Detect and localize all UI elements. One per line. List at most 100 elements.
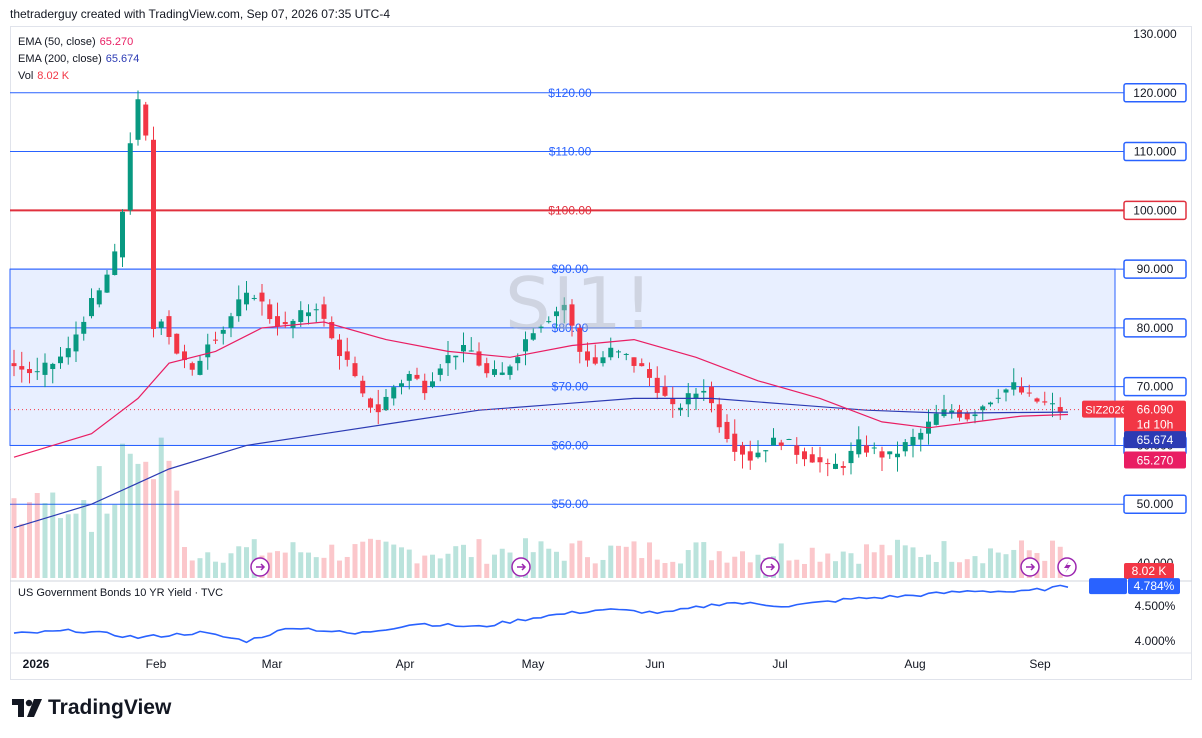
ema200-line bbox=[13, 397, 1069, 529]
y-tick-50: 50.000 bbox=[1137, 497, 1174, 511]
volume-bar bbox=[802, 563, 807, 578]
volume-bar bbox=[329, 544, 335, 578]
x-tick-Sep: Sep bbox=[1029, 657, 1051, 671]
candle-body bbox=[468, 350, 474, 352]
candle-body bbox=[871, 447, 877, 449]
x-tick-2026: 2026 bbox=[23, 657, 50, 671]
volume-bar bbox=[685, 550, 691, 578]
candle-body bbox=[856, 439, 862, 455]
legend-volume[interactable]: Vol 8.02 K bbox=[18, 68, 139, 85]
volume-bar bbox=[647, 542, 652, 578]
candle-body bbox=[375, 404, 381, 413]
volume-bar bbox=[933, 561, 939, 578]
candle-body bbox=[918, 432, 924, 440]
x-tick-May: May bbox=[522, 657, 545, 671]
candle-body bbox=[1042, 401, 1048, 403]
candle-body bbox=[344, 351, 350, 360]
candle-body bbox=[662, 386, 668, 396]
legend-ema200[interactable]: EMA (200, close) 65.674 bbox=[18, 51, 139, 68]
volume-bar bbox=[445, 553, 451, 578]
volume-bar bbox=[298, 552, 304, 578]
candle-body bbox=[887, 451, 893, 455]
price-badge-bg bbox=[1124, 400, 1186, 433]
axis-badge-70 bbox=[1123, 376, 1187, 397]
candle-body bbox=[27, 369, 32, 374]
candle-body bbox=[802, 451, 807, 460]
volume-bar bbox=[623, 546, 629, 578]
tradingview-logo[interactable]: TradingView bbox=[12, 696, 171, 720]
candle-body bbox=[980, 406, 986, 411]
y-tick-100: 100.000 bbox=[1133, 203, 1177, 217]
volume-bar bbox=[321, 557, 327, 578]
candle-body bbox=[484, 363, 490, 374]
x-tick-Mar: Mar bbox=[262, 657, 283, 671]
candle-body bbox=[19, 366, 25, 370]
symbol-watermark: SI1! bbox=[505, 262, 655, 346]
volume-bar bbox=[468, 557, 474, 578]
candle-body bbox=[96, 290, 102, 305]
volume-bar bbox=[422, 555, 428, 578]
volume-bar bbox=[833, 561, 838, 578]
candle-body bbox=[623, 353, 629, 355]
volume-bar bbox=[577, 540, 583, 578]
volume-bar bbox=[608, 545, 614, 578]
volume-bar bbox=[42, 503, 48, 578]
tradingview-logo-text: TradingView bbox=[48, 696, 172, 719]
x-tick-Jun: Jun bbox=[645, 657, 664, 671]
y-tick-90: 90.000 bbox=[1137, 262, 1174, 276]
volume-bar bbox=[151, 479, 156, 578]
volume-bar bbox=[290, 542, 296, 578]
candle-body bbox=[616, 351, 621, 353]
candle-body bbox=[406, 374, 412, 381]
candle-body bbox=[182, 351, 187, 361]
candle-body bbox=[569, 304, 575, 326]
level-label-110: $110.00 bbox=[549, 145, 592, 159]
volume-bar bbox=[220, 562, 226, 578]
ema200-badge: 65.674 bbox=[1137, 433, 1174, 447]
legend-ema50-label: EMA (50, close) bbox=[18, 36, 96, 48]
volume-bar bbox=[592, 563, 598, 578]
volume-bar bbox=[228, 553, 234, 578]
volume-bar bbox=[523, 538, 528, 578]
volume-bar bbox=[360, 541, 366, 578]
legend-ema50-value: 65.270 bbox=[99, 36, 134, 48]
candle-body bbox=[957, 410, 962, 418]
yield-value: 4.784% bbox=[1134, 579, 1175, 593]
volume-bar bbox=[499, 548, 505, 578]
yield-symbol-bg bbox=[1089, 578, 1127, 595]
legend-ema50[interactable]: EMA (50, close) 65.270 bbox=[18, 34, 139, 51]
volume-bar bbox=[910, 547, 916, 578]
volume-bar bbox=[639, 558, 645, 578]
price-badge-symbol: SIZ2026 bbox=[1085, 405, 1127, 417]
volume-bar bbox=[236, 546, 242, 578]
volume-bar bbox=[538, 541, 544, 578]
candle-body bbox=[778, 442, 784, 446]
volume-bar bbox=[127, 453, 133, 578]
candle-body bbox=[1050, 403, 1055, 405]
candle-body bbox=[166, 316, 172, 337]
volume-bar bbox=[205, 552, 211, 578]
volume-bar bbox=[662, 563, 668, 578]
volume-bar bbox=[65, 514, 71, 578]
volume-bar bbox=[96, 466, 102, 578]
candle-body bbox=[515, 357, 521, 364]
candle-body bbox=[65, 348, 71, 358]
candle-body bbox=[995, 397, 1001, 399]
price-badge-price: 66.090 bbox=[1137, 403, 1174, 417]
candle-body bbox=[879, 451, 885, 458]
axis-badge-90 bbox=[1123, 259, 1187, 279]
volume-bar bbox=[848, 553, 854, 578]
candle-body bbox=[329, 322, 335, 339]
volume-bar bbox=[1003, 554, 1009, 578]
volume-bar bbox=[368, 538, 373, 578]
candle-body bbox=[282, 322, 288, 325]
volume-bar bbox=[507, 552, 513, 578]
volume-bar bbox=[724, 562, 730, 578]
candle-body bbox=[120, 211, 125, 258]
volume-bar bbox=[104, 513, 110, 578]
candle-body bbox=[321, 304, 327, 319]
x-tick-Aug: Aug bbox=[904, 657, 925, 671]
yield-line bbox=[13, 584, 1069, 644]
candle-body bbox=[476, 351, 482, 366]
